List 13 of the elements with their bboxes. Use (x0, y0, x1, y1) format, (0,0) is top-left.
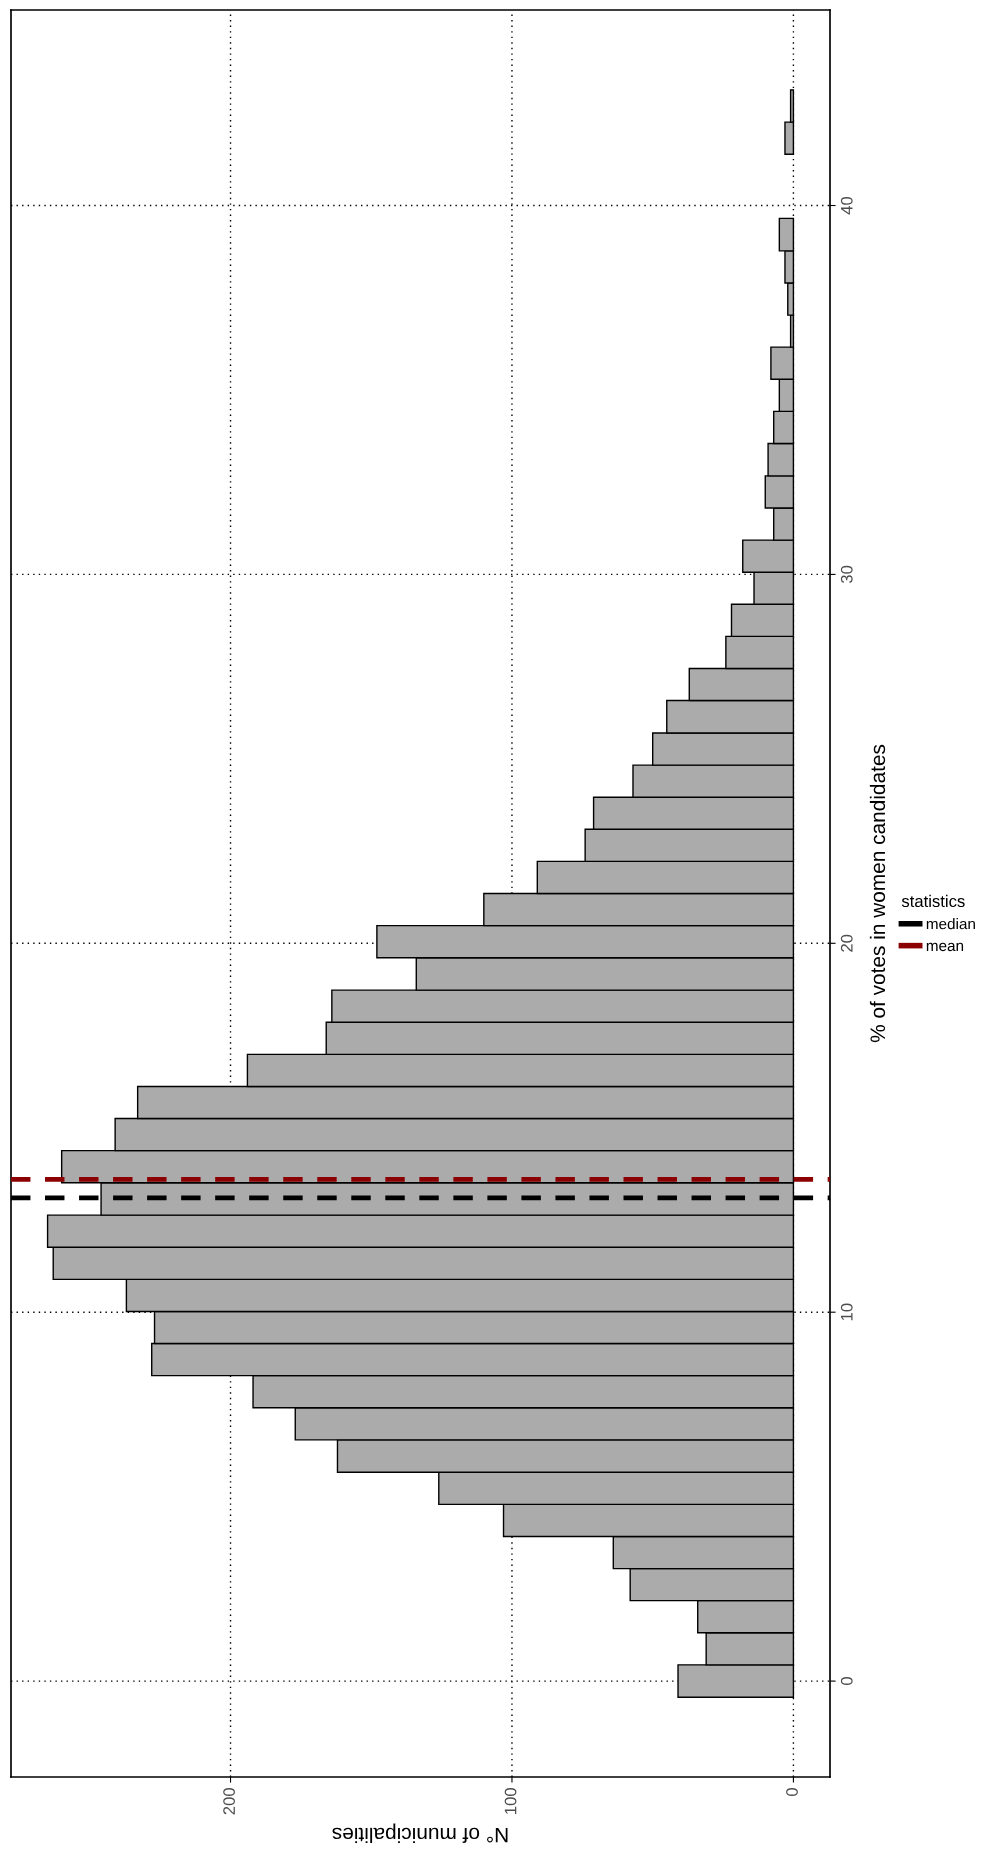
y-axis-title: % of votes in women candidates (869, 744, 886, 1043)
y-tick-label: 20 (840, 934, 853, 952)
x-axis-title: N° of municipalities (332, 1823, 508, 1843)
legend-label: mean (926, 942, 964, 952)
legend-label: median (926, 918, 975, 930)
legend-title: statistics (901, 894, 965, 908)
y-tick-label: 30 (840, 565, 853, 584)
y-tick-label: 0 (840, 1677, 853, 1686)
y-tick-label: 40 (840, 196, 853, 215)
y-tick-label: 10 (840, 1303, 853, 1321)
x-tick-label: 100 (504, 1788, 517, 1814)
x-tick-label: 200 (223, 1788, 235, 1815)
x-tick-label: 0 (786, 1788, 798, 1797)
